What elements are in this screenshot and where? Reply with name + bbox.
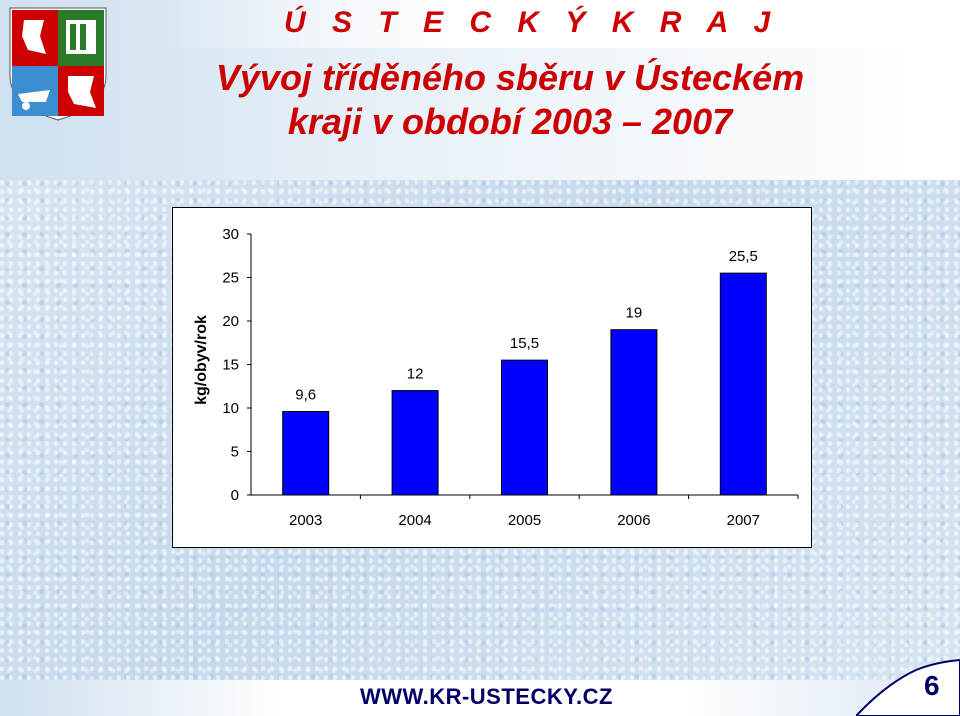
y-tick-label: 0 xyxy=(231,487,239,504)
page-title: Vývoj tříděného sběru v Ústeckém kraji v… xyxy=(160,56,860,144)
y-tick-label: 20 xyxy=(222,313,239,330)
y-axis-label: kg/obyv/rok xyxy=(193,315,210,405)
header-top-strip xyxy=(160,0,960,48)
y-tick-label: 5 xyxy=(231,444,239,461)
y-tick-label: 25 xyxy=(222,270,239,287)
y-tick-label: 30 xyxy=(222,226,239,243)
x-tick-label-2004: 2004 xyxy=(398,512,431,529)
bar-2003 xyxy=(282,410,330,496)
x-tick-label-2005: 2005 xyxy=(508,512,541,529)
y-axis-label-container: kg/obyv/rok xyxy=(193,315,210,405)
page-number: 6 xyxy=(924,670,940,701)
footer-bar xyxy=(0,680,960,716)
chart-container: 0 5 10 15 20 25 30 9,6 2003 12 2004 15,5 2005 19 2006 2… xyxy=(172,207,812,548)
bar-2005 xyxy=(501,359,548,496)
bar-2007 xyxy=(719,272,767,496)
region-coat-of-arms-logo xyxy=(9,7,107,121)
region-name: Ú S T E C K Ý K R A J xyxy=(284,6,780,39)
y-tick-label: 10 xyxy=(222,400,239,417)
title-line-1: Vývoj tříděného sběru v Ústeckém xyxy=(215,57,805,98)
data-label-2006: 19 xyxy=(626,305,643,322)
bar-chart: 0 5 10 15 20 25 30 9,6 2003 12 2004 15,5 2005 19 2006 2… xyxy=(222,226,799,529)
page-number-tab xyxy=(856,658,960,716)
title-line-2: kraji v období 2003 – 2007 xyxy=(287,101,733,142)
x-tick-label-2007: 2007 xyxy=(727,512,760,529)
data-label-2004: 12 xyxy=(407,366,424,383)
bar-2006 xyxy=(610,329,658,496)
x-tick-label-2003: 2003 xyxy=(289,512,322,529)
bar-2004 xyxy=(391,390,439,496)
footer-website-link[interactable]: WWW.KR-USTECKY.CZ xyxy=(360,684,613,709)
data-label-2003: 9,6 xyxy=(295,386,316,403)
y-tick-label: 15 xyxy=(222,357,239,374)
data-label-2007: 25,5 xyxy=(729,248,758,265)
x-tick-label-2006: 2006 xyxy=(617,512,650,529)
data-label-2005: 15,5 xyxy=(510,335,539,352)
